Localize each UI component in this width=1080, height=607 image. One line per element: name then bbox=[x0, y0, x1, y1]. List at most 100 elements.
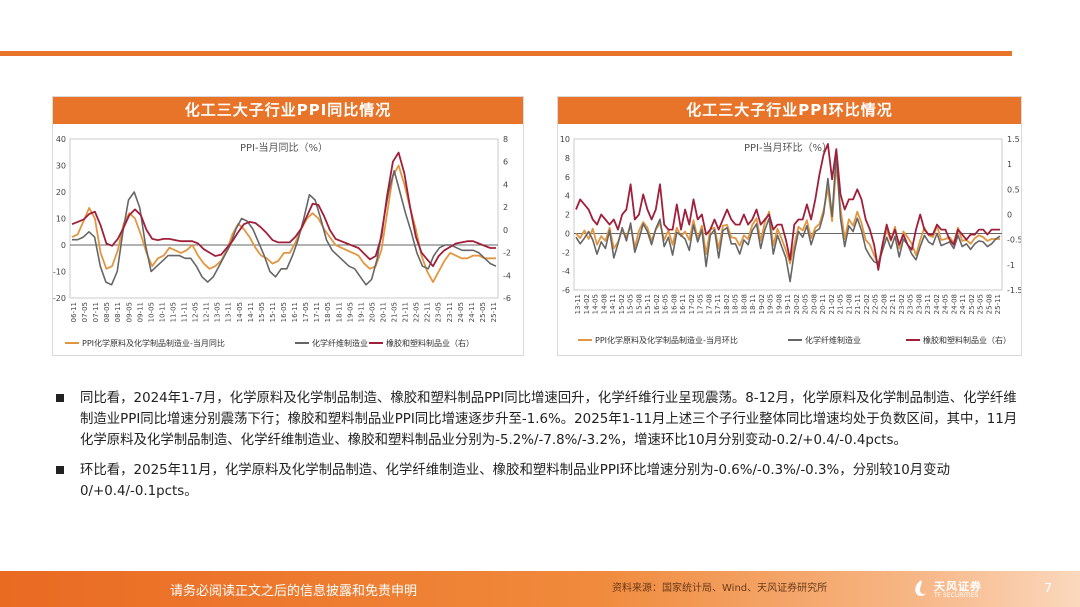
x-tick-label: 25-05 bbox=[479, 302, 487, 322]
bullet-square-icon bbox=[56, 466, 64, 474]
x-tick-label: 20-02 bbox=[793, 294, 801, 314]
chart-inner-title: PPI-当月环比（%） bbox=[744, 141, 832, 154]
x-tick-label: 22-05 bbox=[872, 294, 880, 314]
x-tick-label: 23-11 bbox=[924, 294, 932, 314]
y2-tick-label: 4 bbox=[503, 180, 508, 189]
x-tick-label: 16-08 bbox=[670, 294, 678, 314]
x-tick-label: 23-05 bbox=[435, 302, 443, 322]
x-tick-label: 13-11 bbox=[225, 302, 233, 322]
x-tick-label: 20-08 bbox=[810, 294, 818, 314]
y2-tick-label: 0.5 bbox=[1007, 185, 1020, 194]
x-tick-label: 17-05 bbox=[302, 302, 310, 322]
legend-label: PPI化学原料及化学制品制造业-当月环比 bbox=[595, 335, 738, 345]
bullet-square-icon bbox=[56, 394, 64, 402]
series-line bbox=[575, 164, 1000, 266]
x-tick-label: 21-11 bbox=[854, 294, 862, 314]
bullet-text: 同比看，2024年1-7月，化学原料及化学制品制造、橡胶和塑料制品PPI同比增速… bbox=[80, 391, 1018, 448]
x-tick-label: 24-08 bbox=[950, 294, 958, 314]
x-tick-label: 18-05 bbox=[324, 302, 332, 322]
y2-tick-label: -1.5 bbox=[1007, 286, 1021, 295]
y-tick-label: 4 bbox=[565, 192, 570, 201]
series-line bbox=[71, 164, 496, 284]
x-tick-label: 15-05 bbox=[627, 294, 635, 314]
x-tick-label: 15-02 bbox=[618, 294, 626, 314]
x-tick-label: 19-11 bbox=[784, 294, 792, 314]
x-tick-label: 10-05 bbox=[147, 302, 155, 322]
y2-tick-label: -6 bbox=[503, 294, 511, 303]
plot-frame bbox=[69, 138, 499, 299]
bullet-mom: 环比看，2025年11月，化学原料及化学制品制造、化学纤维制造业、橡胶和塑料制品… bbox=[54, 460, 1029, 502]
x-tick-label: 10-11 bbox=[158, 302, 166, 322]
x-tick-label: 23-05 bbox=[907, 294, 915, 314]
x-tick-label: 17-02 bbox=[688, 294, 696, 314]
x-tick-label: 21-08 bbox=[845, 294, 853, 314]
chart-panel-mom: 化工三大子行业PPI环比情况 PPI-当月环比（%） 10 8 6 4 2 0 -2 -4 -6 1… bbox=[557, 96, 1022, 356]
x-tick-label: 17-11 bbox=[714, 294, 722, 314]
x-tick-label: 24-02 bbox=[933, 294, 941, 314]
x-tick-label: 21-02 bbox=[828, 294, 836, 314]
y-tick-label: 30 bbox=[56, 162, 66, 171]
x-tick-label: 15-05 bbox=[258, 302, 266, 322]
x-tick-label: 24-05 bbox=[457, 302, 465, 322]
x-tick-label: 19-05 bbox=[767, 294, 775, 314]
x-tick-label: 12-11 bbox=[203, 302, 211, 322]
commentary: 同比看，2024年1-7月，化学原料及化学制品制造、橡胶和塑料制品PPI同比增速… bbox=[54, 388, 1029, 511]
y2-tick-label: 2 bbox=[503, 203, 508, 212]
series-line bbox=[575, 143, 1000, 271]
y-tick-label: 6 bbox=[565, 173, 570, 182]
series-line bbox=[71, 151, 496, 268]
chart-panel-title: 化工三大子行业PPI环比情况 bbox=[558, 97, 1021, 124]
x-tick-label: 16-02 bbox=[653, 294, 661, 314]
x-tick-label: 21-11 bbox=[402, 302, 410, 322]
x-tick-label: 08-05 bbox=[103, 302, 111, 322]
x-tick-label: 23-02 bbox=[898, 294, 906, 314]
y2-tick-label: 8 bbox=[503, 135, 508, 144]
series-line bbox=[72, 169, 497, 286]
y2-tick-label: 1 bbox=[1007, 160, 1012, 169]
x-tick-label: 22-11 bbox=[424, 302, 432, 322]
x-tick-label: 18-11 bbox=[749, 294, 757, 314]
y-tick-label: 20 bbox=[56, 188, 66, 197]
x-tick-label: 24-11 bbox=[468, 302, 476, 322]
x-tick-label: 14-11 bbox=[247, 302, 255, 322]
y2-tick-label: -2 bbox=[503, 249, 511, 258]
y-tick-label: -10 bbox=[53, 268, 66, 277]
x-tick-label: 09-11 bbox=[136, 302, 144, 322]
y2-tick-label: -0.5 bbox=[1007, 236, 1021, 245]
x-tick-label: 20-11 bbox=[819, 294, 827, 314]
y-tick-label: -6 bbox=[562, 286, 570, 295]
y-tick-label: 10 bbox=[560, 135, 570, 144]
y2-tick-label: -1 bbox=[1007, 261, 1015, 270]
x-tick-label: 12-05 bbox=[192, 302, 200, 322]
x-tick-label: 20-05 bbox=[802, 294, 810, 314]
y-tick-label: -2 bbox=[562, 248, 570, 257]
source-note: 资料来源：国家统计局、Wind、天风证券研究所 bbox=[612, 583, 828, 594]
y-tick-label: -4 bbox=[562, 267, 570, 276]
x-tick-label: 25-11 bbox=[994, 294, 1002, 314]
y2-tick-label: -4 bbox=[503, 271, 511, 280]
y2-tick-label: 0 bbox=[1007, 211, 1012, 220]
company-logo: 天风证券 TF SECURITIES bbox=[912, 577, 996, 603]
legend-label: 化学纤维制造业 bbox=[805, 335, 861, 345]
x-tick-label: 15-08 bbox=[635, 294, 643, 314]
x-tick-label: 06-11 bbox=[70, 302, 78, 322]
x-tick-label: 16-05 bbox=[280, 302, 288, 322]
x-tick-label: 19-05 bbox=[346, 302, 354, 322]
series-line bbox=[575, 152, 1001, 283]
logo-english: TF SECURITIES bbox=[934, 592, 979, 599]
y2-tick-label: 1.5 bbox=[1007, 135, 1020, 144]
x-tick-label: 25-05 bbox=[977, 294, 985, 314]
x-tick-label: 23-11 bbox=[446, 302, 454, 322]
x-tick-label: 07-11 bbox=[92, 302, 100, 322]
logo-name: 天风证券 bbox=[934, 580, 982, 593]
x-tick-label: 14-05 bbox=[592, 294, 600, 314]
x-tick-label: 22-02 bbox=[863, 294, 871, 314]
y2-tick-label: 6 bbox=[503, 158, 508, 167]
x-tick-label: 23-08 bbox=[915, 294, 923, 314]
y2-tick-label: 0 bbox=[503, 226, 508, 235]
disclaimer-link[interactable]: 请务必阅读正文之后的信息披露和免责申明 bbox=[170, 584, 418, 599]
x-tick-label: 17-08 bbox=[705, 294, 713, 314]
y-tick-label: -20 bbox=[53, 294, 66, 303]
x-tick-label: 18-11 bbox=[335, 302, 343, 322]
x-tick-label: 15-11 bbox=[269, 302, 277, 322]
